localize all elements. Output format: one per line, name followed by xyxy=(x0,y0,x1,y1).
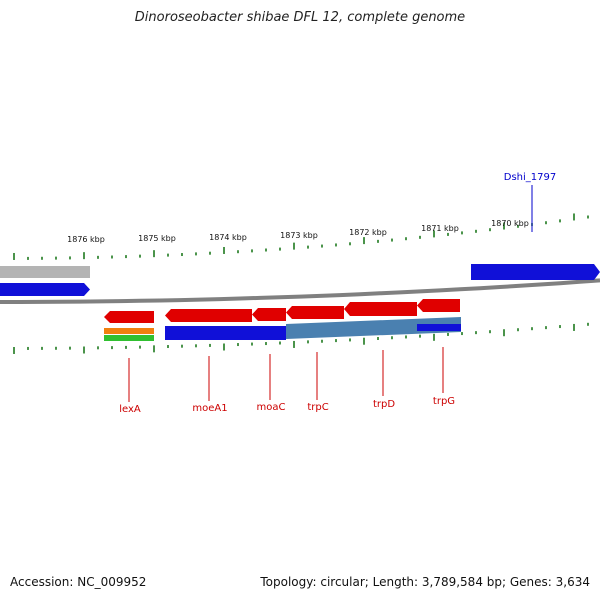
cds-steel-bottom xyxy=(286,317,461,339)
tick-label: 1875 kbp xyxy=(138,234,176,243)
ticks-bottom xyxy=(13,322,589,354)
backbone-line xyxy=(0,278,600,304)
gene-lexA xyxy=(104,311,154,323)
tick-label: 1870 kbp xyxy=(491,219,529,228)
cds-dshi-1797 xyxy=(471,264,600,280)
tick-label: 1874 kbp xyxy=(209,233,247,242)
gene-label-moac: moaC xyxy=(257,402,286,413)
gene-label-trpd: trpD xyxy=(373,399,395,410)
gene-label-trpc: trpC xyxy=(307,402,328,413)
cds-trpG-blue xyxy=(417,324,461,331)
gene-trpD xyxy=(344,302,417,316)
cds-left-blue xyxy=(0,283,90,296)
gene-trpG xyxy=(417,299,460,312)
accession-text: Accession: NC_009952 xyxy=(10,575,147,589)
gene-labels: lexA moeA1 moaC trpC trpD trpG Dshi_1797 xyxy=(119,172,556,415)
topology-text: Topology: circular; Length: 3,789,584 bp… xyxy=(260,575,590,589)
gene-label-trpg: trpG xyxy=(433,396,455,407)
tick-label: 1871 kbp xyxy=(421,224,459,233)
cds-blue-bottom xyxy=(165,326,286,340)
green-feature xyxy=(104,335,154,341)
genome-backbone xyxy=(0,278,600,304)
orange-feature xyxy=(104,328,154,334)
tick-label: 1876 kbp xyxy=(67,235,105,244)
gene-moaC xyxy=(252,308,286,321)
gene-trpC xyxy=(286,306,344,319)
tick-label: 1873 kbp xyxy=(280,231,318,240)
gene-moeA1 xyxy=(165,309,252,322)
features xyxy=(0,264,600,341)
map-title: Dinoroseobacter shibae DFL 12, complete … xyxy=(134,10,466,25)
tick-label: 1872 kbp xyxy=(349,228,387,237)
gene-label-moea1: moeA1 xyxy=(192,403,227,414)
grey-feature xyxy=(0,266,90,278)
gene-label-dshi_1797: Dshi_1797 xyxy=(504,172,556,183)
tick-labels: 1876 kbp 1875 kbp 1874 kbp 1873 kbp 1872 kbp… xyxy=(67,219,529,244)
gene-label-lexa: lexA xyxy=(119,404,141,415)
